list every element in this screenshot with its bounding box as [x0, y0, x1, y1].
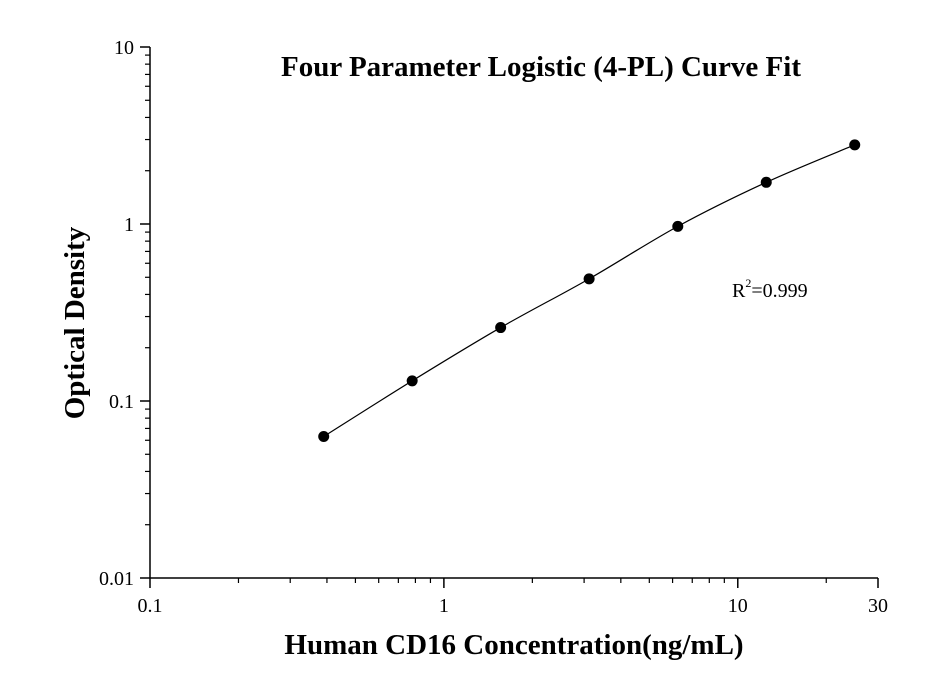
data-point	[318, 431, 330, 443]
data-point	[760, 176, 772, 188]
x-tick-label: 30	[868, 595, 888, 617]
data-point	[583, 273, 595, 285]
x-tick-label: 0.1	[138, 595, 163, 617]
data-point	[849, 139, 861, 151]
x-axis-title: Human CD16 Concentration(ng/mL)	[284, 629, 743, 661]
r-squared-annotation: R2=0.999	[732, 276, 808, 302]
data-points	[318, 139, 861, 443]
y-tick-label: 10	[114, 37, 134, 59]
x-tick-label: 1	[439, 595, 449, 617]
data-point	[406, 375, 418, 387]
r-squared-superscript: 2	[745, 276, 751, 290]
r-squared-base: R	[732, 280, 746, 302]
data-point	[672, 220, 684, 232]
axes	[149, 47, 878, 579]
data-point	[495, 322, 507, 334]
chart-title: Four Parameter Logistic (4-PL) Curve Fit	[281, 51, 801, 83]
y-tick-label: 0.01	[99, 568, 134, 590]
r-squared-value: =0.999	[751, 280, 807, 302]
y-tick-label: 0.1	[109, 391, 134, 413]
y-axis-ticks: 0.01 0.1 1 10	[99, 37, 150, 590]
y-axis-title: Optical Density	[59, 226, 91, 419]
y-tick-label: 1	[124, 214, 134, 236]
x-axis-ticks: 0.1 1 10 30	[138, 578, 888, 617]
x-tick-label: 10	[728, 595, 748, 617]
